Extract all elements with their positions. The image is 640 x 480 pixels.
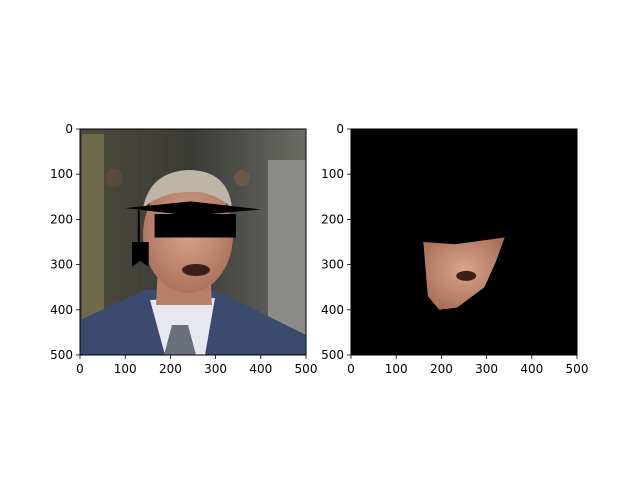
x-tick-label: 400 xyxy=(520,362,543,376)
x-tick-label: 300 xyxy=(204,362,227,376)
hair xyxy=(143,170,232,208)
graduation-cap xyxy=(125,201,261,267)
y-tick-label: 300 xyxy=(321,258,344,272)
segmentation-image xyxy=(351,129,577,355)
axes-frame xyxy=(79,128,307,356)
photo xyxy=(80,129,306,355)
y-tick-label: 400 xyxy=(50,303,73,317)
y-tick-label: 200 xyxy=(50,212,73,226)
x-tick-label: 300 xyxy=(475,362,498,376)
cap-board xyxy=(125,201,261,216)
x-tick-label: 500 xyxy=(295,362,318,376)
cap-tassel xyxy=(131,242,149,267)
y-tick-label: 100 xyxy=(50,167,73,181)
bystander-head xyxy=(234,170,250,186)
tree-trunk xyxy=(82,134,104,355)
x-tick-label: 0 xyxy=(347,362,355,376)
y-tick-label: 300 xyxy=(50,258,73,272)
mouth xyxy=(182,264,210,276)
x-tick-label: 400 xyxy=(249,362,272,376)
y-tick-label: 0 xyxy=(65,122,73,136)
y-tick-label: 200 xyxy=(321,212,344,226)
axes-frame xyxy=(350,128,578,356)
x-tick-label: 0 xyxy=(76,362,84,376)
x-tick-label: 100 xyxy=(385,362,408,376)
black-background xyxy=(351,129,577,355)
x-tick-label: 100 xyxy=(114,362,137,376)
x-tick-label: 500 xyxy=(566,362,589,376)
tie xyxy=(164,325,196,355)
x-tick-label: 200 xyxy=(159,362,182,376)
y-tick-label: 100 xyxy=(321,167,344,181)
y-tick-label: 400 xyxy=(321,303,344,317)
segmented-mouth xyxy=(456,270,477,281)
x-tick-label: 200 xyxy=(430,362,453,376)
y-tick-label: 0 xyxy=(336,122,344,136)
cap-crown xyxy=(154,213,236,238)
y-tick-label: 500 xyxy=(321,348,344,362)
y-tick-label: 500 xyxy=(50,348,73,362)
bystander-head xyxy=(105,169,123,187)
